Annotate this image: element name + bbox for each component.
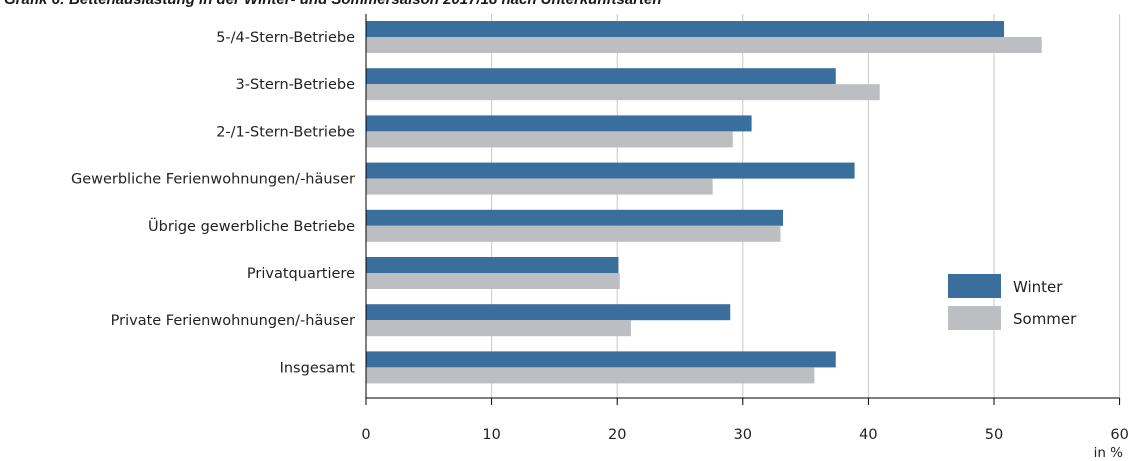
legend-swatch-sommer — [948, 306, 1001, 330]
legend: Winter Sommer — [948, 274, 1077, 330]
bar-sommer-4 — [366, 225, 781, 242]
bar-sommer-3 — [366, 178, 713, 195]
bar-winter-5 — [366, 257, 619, 273]
bar-winter-0 — [366, 21, 1005, 37]
bar-winter-7 — [366, 351, 836, 368]
category-label-2: 2-/1-Stern-Betriebe — [216, 124, 355, 140]
bar-sommer-6 — [366, 320, 632, 337]
x-tick-label-3: 30 — [734, 427, 752, 443]
legend-swatch-winter — [948, 274, 1001, 298]
bar-winter-4 — [366, 209, 783, 226]
x-unit-label: in % — [1094, 445, 1124, 461]
chart-title: Grafik 6: Bettenauslastung in der Winter… — [4, 0, 662, 8]
bar-winter-2 — [366, 115, 752, 132]
bars — [366, 21, 1042, 384]
bar-sommer-7 — [366, 367, 815, 384]
x-tick-label-4: 40 — [859, 427, 877, 443]
category-label-5: Privatquartiere — [247, 266, 355, 282]
bar-sommer-2 — [366, 131, 733, 148]
x-axis: 0 10 20 30 40 50 60 in % — [361, 14, 1129, 461]
bar-winter-6 — [366, 304, 731, 321]
category-labels: 5-/4-Stern-Betriebe 3-Stern-Betriebe 2-/1-… — [71, 30, 355, 376]
category-label-0: 5-/4-Stern-Betriebe — [216, 30, 355, 46]
bar-sommer-1 — [366, 84, 880, 101]
legend-label-winter: Winter — [1013, 278, 1063, 296]
x-tick-label-2: 20 — [608, 427, 626, 443]
legend-label-sommer: Sommer — [1013, 310, 1077, 328]
category-label-7: Insgesamt — [280, 360, 356, 376]
x-tick-label-0: 0 — [361, 427, 370, 443]
category-label-3: Gewerbliche Ferienwohnungen/-häuser — [71, 172, 355, 188]
x-tick-label-6: 60 — [1110, 427, 1128, 443]
category-label-1: 3-Stern-Betriebe — [236, 77, 356, 93]
category-label-4: Übrige gewerbliche Betriebe — [148, 217, 355, 235]
bar-winter-1 — [366, 68, 836, 85]
bar-winter-3 — [366, 162, 855, 179]
bar-sommer-0 — [366, 37, 1042, 53]
x-tick-label-5: 50 — [985, 427, 1003, 443]
bar-sommer-5 — [366, 273, 620, 289]
x-tick-label-1: 10 — [482, 427, 500, 443]
category-label-6: Private Ferienwohnungen/-häuser — [111, 313, 355, 329]
